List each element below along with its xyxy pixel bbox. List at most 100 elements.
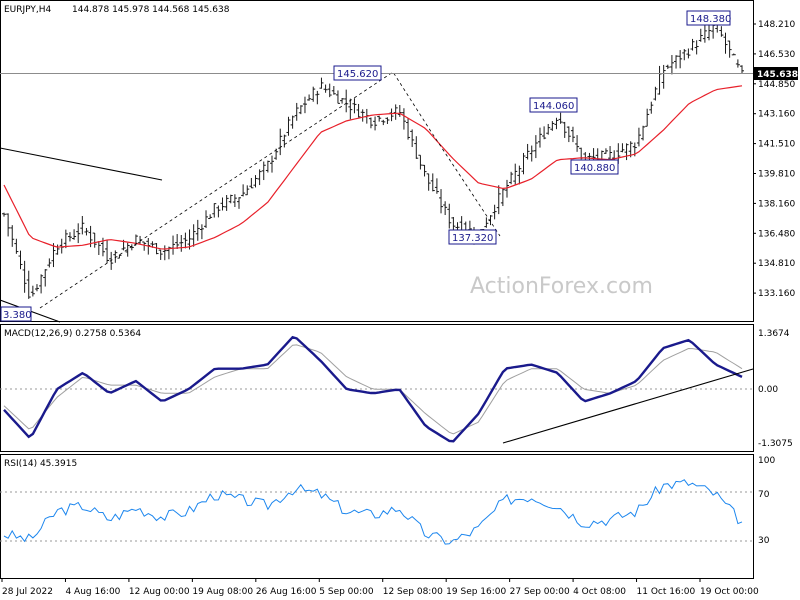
price-tick-label: 143.160: [758, 110, 795, 120]
price-bar: [661, 64, 666, 89]
price-bar: [327, 83, 332, 98]
price-bar: [43, 269, 48, 287]
price-bar: [63, 229, 68, 249]
price-bar: [237, 197, 242, 209]
rsi-title: RSI(14) 45.3915: [4, 459, 77, 469]
svg-text:137.320: 137.320: [452, 233, 493, 244]
time-tick-label: 19 Aug 08:00: [192, 587, 253, 597]
price-bar: [636, 127, 641, 147]
price-bar: [22, 260, 27, 293]
price-bar: [649, 101, 654, 114]
price-bar: [142, 241, 147, 251]
macd-panel: [0, 324, 754, 452]
chart-header-symbol: EURJPY,H4: [4, 5, 52, 15]
macd-tick-label: 0.00: [758, 385, 778, 395]
price-bar: [735, 59, 740, 68]
price-bar: [694, 40, 699, 55]
price-bar: [731, 53, 736, 56]
price-tick-label: 138.160: [758, 199, 795, 209]
annotation-144060: 144.060: [529, 97, 578, 113]
price-bar: [455, 222, 460, 230]
macd-tick-label: -1.3075: [758, 439, 793, 449]
price-bar: [624, 143, 629, 161]
price-bar: [603, 148, 608, 154]
price-tick-label: 133.160: [758, 289, 795, 299]
price-bar: [80, 216, 85, 235]
price-bar: [385, 117, 390, 125]
svg-text:140.880: 140.880: [574, 163, 615, 174]
price-bar: [443, 201, 448, 216]
svg-text:145.638: 145.638: [757, 70, 798, 80]
price-bar: [253, 175, 258, 188]
price-bar: [422, 164, 427, 177]
price-bar: [393, 104, 398, 120]
price-bar: [562, 121, 567, 138]
price-bar: [208, 214, 213, 220]
price-bar: [307, 94, 312, 101]
price-bar: [500, 188, 505, 207]
chart-header-ohlc: 144.878 145.978 144.568 145.638: [72, 5, 230, 15]
price-tick-label: 136.480: [758, 229, 795, 239]
price-bar: [521, 152, 526, 175]
price-bar: [406, 118, 411, 140]
price-bar: [418, 154, 423, 170]
time-tick-label: 19 Oct 00:00: [700, 587, 759, 597]
price-bar: [216, 205, 221, 218]
macd-line: [3, 335, 743, 443]
price-bar: [302, 96, 307, 114]
price-bar: [575, 135, 580, 152]
price-bar: [245, 185, 250, 196]
price-bar: [504, 179, 509, 198]
price-bar: [620, 143, 625, 153]
macd-title: MACD(12,26,9) 0.2758 0.5364: [4, 329, 141, 339]
price-bar: [10, 225, 15, 247]
price-bar: [356, 103, 361, 118]
price-bar: [191, 224, 196, 247]
annotation-3380: 3.380: [0, 306, 32, 322]
price-bar: [546, 123, 551, 135]
annotation-137320: 137.320: [448, 229, 497, 245]
price-bar: [92, 232, 97, 248]
price-bar: [331, 86, 336, 95]
price-bar: [125, 242, 130, 257]
price-bar: [84, 227, 89, 236]
price-bar: [368, 117, 373, 129]
price-bar: [47, 258, 52, 268]
price-bar: [517, 165, 522, 185]
price-bar: [109, 251, 114, 270]
price-bar: [34, 284, 39, 292]
price-bar: [76, 223, 81, 244]
price-bar: [257, 169, 262, 186]
price-bar: [690, 38, 695, 51]
price-bar: [352, 98, 357, 114]
price-bar: [319, 77, 324, 89]
price-tick-label: 139.810: [758, 170, 795, 180]
time-tick-label: 4 Aug 16:00: [65, 587, 120, 597]
watermark: ActionForex.com: [470, 274, 653, 299]
price-bar: [533, 135, 538, 159]
price-bar: [727, 40, 732, 58]
time-tick-label: 19 Sep 16:00: [446, 587, 506, 597]
price-bar: [26, 270, 31, 299]
time-tick-label: 4 Oct 08:00: [573, 587, 626, 597]
price-tick-label: 134.810: [758, 259, 795, 269]
price-bar: [414, 136, 419, 159]
price-bar: [451, 217, 456, 231]
price-tick-label: 148.210: [758, 20, 795, 30]
price-bar: [401, 108, 406, 130]
price-bar: [397, 104, 402, 117]
time-tick-label: 28 Jul 2022: [2, 587, 53, 597]
rsi-tick-label: 30: [758, 536, 770, 546]
time-tick-label: 27 Sep 00:00: [510, 587, 570, 597]
annotation-145620: 145.620: [333, 65, 382, 81]
price-bar: [286, 116, 291, 136]
price-bar: [183, 232, 188, 249]
price-bar: [447, 203, 452, 229]
price-bar: [195, 219, 200, 241]
price-bar: [335, 90, 340, 104]
price-bar: [204, 210, 209, 228]
time-tick-label: 11 Oct 16:00: [637, 587, 696, 597]
price-bar: [311, 86, 316, 102]
price-bar: [158, 249, 163, 260]
